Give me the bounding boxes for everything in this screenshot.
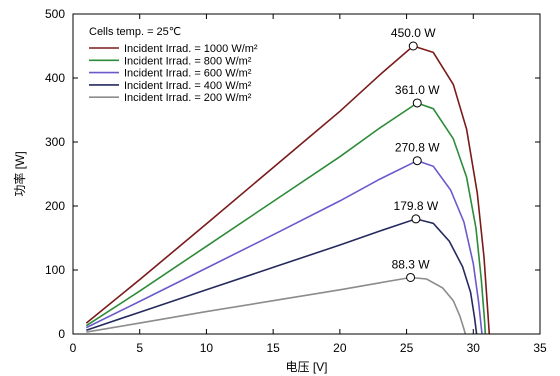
x-tick-label: 35 — [533, 341, 547, 355]
series-line-4 — [86, 276, 467, 335]
series-line-3 — [86, 218, 478, 335]
x-tick-label: 10 — [200, 341, 214, 355]
x-tick-label: 0 — [70, 341, 77, 355]
legend-label-4: Incident Irrad. = 200 W/m² — [124, 92, 252, 104]
legend-label-0: Incident Irrad. = 1000 W/m² — [124, 43, 258, 55]
plot-frame — [72, 13, 541, 335]
x-axis-title: 电压 [V] — [285, 360, 327, 374]
peak-marker-2 — [412, 156, 422, 166]
legend-label-1: Incident Irrad. = 800 W/m² — [124, 55, 252, 67]
y-tick-label: 200 — [45, 199, 65, 213]
x-tick-label: 30 — [467, 341, 481, 355]
peak-label-3: 179.8 W — [394, 199, 439, 213]
y-tick-label: 500 — [45, 7, 65, 21]
legend-label-3: Incident Irrad. = 400 W/m² — [124, 80, 252, 92]
legend-label-2: Incident Irrad. = 600 W/m² — [124, 68, 252, 80]
peak-marker-0 — [408, 41, 418, 51]
ticks-layer: 0 5 10 15 20 25 30 35 0 100 200 300 400 500 — [45, 7, 547, 355]
peak-label-1: 361.0 W — [395, 83, 440, 97]
plot-layer: 450.0 W 361.0 W 270.8 W 179.8 W 88.3 W — [85, 26, 491, 335]
x-tick-label: 20 — [333, 341, 347, 355]
peak-marker-3 — [411, 214, 421, 224]
y-axis-title: 功率 [W] — [12, 151, 27, 196]
x-tick-label: 15 — [266, 341, 280, 355]
y-tick-label: 100 — [45, 263, 65, 277]
peak-marker-4 — [406, 272, 416, 282]
peak-label-2: 270.8 W — [395, 141, 440, 155]
y-tick-label: 0 — [58, 327, 65, 341]
legend-title: Cells temp. = 25℃ — [89, 26, 181, 38]
series-line-1 — [85, 102, 487, 335]
y-tick-label: 400 — [45, 71, 65, 85]
x-tick-label: 25 — [400, 341, 414, 355]
peak-label-4: 88.3 W — [392, 257, 431, 271]
peak-label-0: 450.0 W — [391, 26, 436, 40]
series-line-0 — [85, 45, 491, 335]
x-tick-label: 5 — [136, 341, 143, 355]
legend: Cells temp. = 25℃ Incident Irrad. = 1000… — [89, 26, 258, 104]
peak-marker-1 — [412, 98, 422, 108]
series-line-2 — [85, 159, 483, 335]
y-tick-label: 300 — [45, 135, 65, 149]
